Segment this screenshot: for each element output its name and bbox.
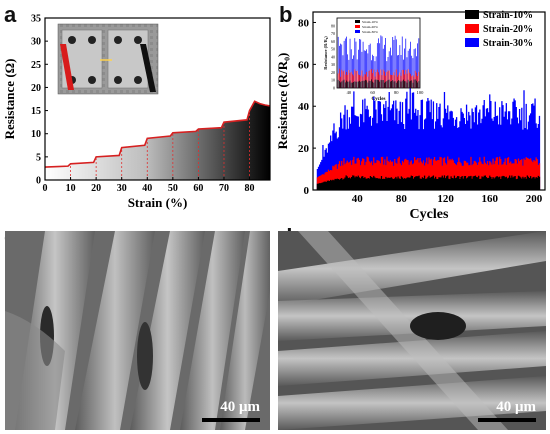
inset-y-tick-label: 80 bbox=[331, 23, 335, 28]
inset-x-tick-label: 40 bbox=[347, 90, 352, 95]
inset-y-tick-label: 60 bbox=[331, 39, 335, 44]
x-tick-label: 0 bbox=[43, 183, 48, 194]
inset-y-tick-label: 70 bbox=[331, 31, 335, 36]
x-tick-label: 10 bbox=[66, 183, 76, 194]
scale-bar-c bbox=[202, 418, 260, 422]
series-strain-10 bbox=[316, 175, 541, 190]
x-tick-label: 160 bbox=[482, 193, 499, 205]
y-axis-label: Resistance (R/R₀) bbox=[275, 53, 290, 150]
x-tick-label: 70 bbox=[219, 183, 229, 194]
plot-frame-a bbox=[44, 17, 271, 181]
photo-inset bbox=[57, 23, 159, 95]
x-tick-label: 20 bbox=[91, 183, 101, 194]
x-tick-label: 40 bbox=[142, 183, 152, 194]
inset-legend-label: Strain-10% bbox=[362, 20, 378, 24]
inset-y-tick-label: 10 bbox=[331, 78, 335, 83]
inset-x-axis-label: Cycles bbox=[372, 97, 386, 102]
y-axis-label: Resistance (Ω) bbox=[2, 59, 17, 140]
y-tick-label: 20 bbox=[298, 143, 310, 155]
y-tick-label: 5 bbox=[36, 152, 41, 163]
x-tick-label: 80 bbox=[245, 183, 255, 194]
x-tick-label: 30 bbox=[117, 183, 127, 194]
x-tick-label: 120 bbox=[437, 193, 454, 205]
x-tick-label: 40 bbox=[352, 193, 364, 205]
inset-legend-swatch bbox=[355, 20, 360, 23]
x-tick-label: 200 bbox=[526, 193, 543, 205]
inset-legend-swatch bbox=[355, 25, 360, 28]
x-tick-label: 80 bbox=[396, 193, 408, 205]
legend-swatch bbox=[465, 10, 479, 19]
inset-legend-swatch bbox=[355, 30, 360, 33]
scale-bar-d bbox=[478, 418, 536, 422]
x-tick-label: 60 bbox=[193, 183, 203, 194]
y-tick-label: 20 bbox=[31, 83, 41, 94]
scale-label-c: 40 μm bbox=[220, 399, 260, 415]
inset-legend-label: Strain-20% bbox=[362, 25, 378, 29]
y-tick-label: 30 bbox=[31, 37, 41, 48]
legend-label: Strain-20% bbox=[483, 24, 533, 35]
sem-image-c: 40 μm bbox=[5, 231, 270, 430]
y-tick-label: 25 bbox=[31, 60, 41, 71]
panel-label-b: b bbox=[279, 2, 293, 27]
inset-legend-label: Strain-30% bbox=[362, 30, 378, 34]
x-axis-label: Strain (%) bbox=[128, 195, 188, 210]
inset-y-tick-label: 0 bbox=[333, 86, 335, 91]
inset-x-tick-label: 80 bbox=[394, 90, 399, 95]
legend-label: Strain-10% bbox=[483, 10, 533, 21]
y-tick-label: 15 bbox=[31, 106, 41, 117]
inset-y-tick-label: 50 bbox=[331, 47, 335, 52]
plot-frame-b bbox=[312, 11, 546, 191]
sem-image-d: 40 μm bbox=[278, 231, 546, 430]
legend-swatch bbox=[465, 24, 479, 33]
inset-y-tick-label: 20 bbox=[331, 70, 335, 75]
y-tick-label: 0 bbox=[36, 176, 41, 187]
inset-y-tick-label: 30 bbox=[331, 62, 335, 67]
legend-swatch bbox=[465, 38, 479, 47]
y-tick-label: 40 bbox=[298, 101, 310, 113]
strain-area bbox=[45, 101, 270, 180]
x-tick-label: 50 bbox=[168, 183, 178, 194]
chart-a: 0 10 20 30 40 50 60 70 80 0 5 10 15 20 25 30 35 Strain (%… bbox=[2, 14, 271, 210]
series-strain-20 bbox=[316, 156, 541, 190]
x-axis-label: Cycles bbox=[410, 207, 449, 222]
panel-label-a: a bbox=[4, 2, 17, 27]
inset-x-tick-label: 60 bbox=[370, 90, 375, 95]
resistance-line bbox=[44, 100, 271, 168]
y-tick-label: 0 bbox=[304, 185, 310, 197]
legend-label: Strain-30% bbox=[483, 38, 533, 49]
y-tick-label: 10 bbox=[31, 129, 41, 140]
inset-y-tick-label: 40 bbox=[331, 54, 335, 59]
inset-x-tick-label: 100 bbox=[417, 90, 425, 95]
inset-y-axis-label: Resistance (R/R₀) bbox=[323, 36, 328, 70]
y-tick-label: 35 bbox=[31, 14, 41, 25]
y-tick-label: 80 bbox=[298, 17, 310, 29]
inset-series bbox=[337, 79, 420, 88]
y-tick-label: 60 bbox=[298, 59, 310, 71]
scale-label-d: 40 μm bbox=[496, 399, 536, 415]
